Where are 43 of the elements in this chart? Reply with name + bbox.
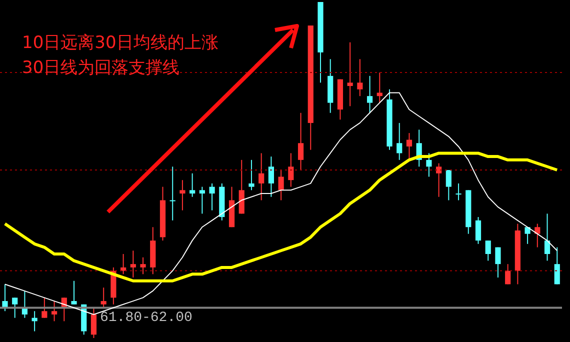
candlestick bbox=[258, 152, 264, 201]
candlestick bbox=[130, 250, 136, 278]
annotation: 30日线为回落支撑线 bbox=[22, 57, 180, 79]
candlestick bbox=[347, 42, 353, 107]
candlestick bbox=[248, 159, 254, 191]
candlestick bbox=[278, 170, 284, 201]
candlestick bbox=[209, 182, 215, 211]
candlestick bbox=[446, 170, 452, 201]
candlestick bbox=[170, 166, 176, 221]
candlestick bbox=[51, 300, 58, 322]
candlestick bbox=[524, 226, 530, 244]
candlestick bbox=[268, 156, 274, 198]
candlestick bbox=[180, 180, 186, 211]
candlestick bbox=[475, 216, 482, 244]
candlestick bbox=[534, 223, 540, 248]
candlestick bbox=[288, 152, 294, 188]
candlestick bbox=[238, 159, 244, 214]
candlestick bbox=[42, 297, 48, 318]
candlestick bbox=[456, 182, 462, 201]
candlestick bbox=[140, 256, 146, 275]
candlestick bbox=[100, 287, 106, 308]
candlestick bbox=[357, 58, 363, 97]
candlestick bbox=[366, 75, 373, 114]
candlestick bbox=[199, 186, 205, 214]
candlestick bbox=[426, 152, 432, 178]
candlestick bbox=[505, 264, 511, 285]
candlestick bbox=[495, 246, 501, 278]
candlestick bbox=[406, 132, 412, 160]
candlestick bbox=[544, 213, 550, 262]
candlestick bbox=[376, 72, 382, 104]
candlestick bbox=[190, 172, 196, 198]
candlestick bbox=[436, 162, 442, 198]
candlestick bbox=[71, 280, 77, 305]
candlestick bbox=[90, 307, 97, 338]
candlestick bbox=[396, 122, 402, 160]
annotation: 10日远离30日均线的上涨 bbox=[22, 32, 218, 54]
candlestick bbox=[120, 254, 126, 275]
candlestick bbox=[298, 112, 304, 170]
candlestick bbox=[554, 246, 560, 285]
candlestick bbox=[485, 240, 491, 262]
candlestick bbox=[12, 297, 18, 318]
annotation: 61.80-62.00 bbox=[100, 310, 192, 326]
candlestick bbox=[2, 284, 8, 312]
